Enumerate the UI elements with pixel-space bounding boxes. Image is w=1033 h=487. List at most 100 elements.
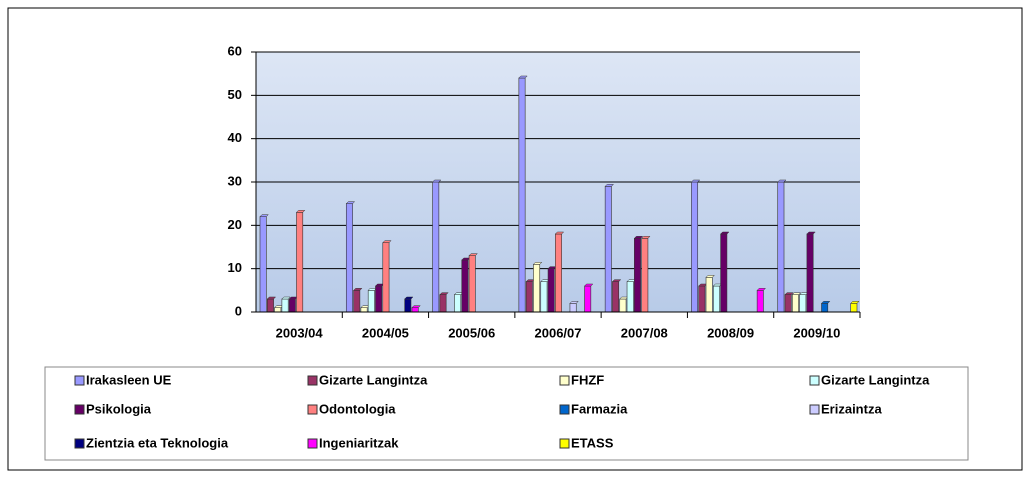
legend-label: Odontologia	[319, 401, 396, 416]
bar	[540, 281, 548, 313]
legend-label: ETASS	[571, 435, 614, 450]
bar-top	[382, 240, 392, 243]
bar-top	[518, 75, 528, 79]
bar-top	[411, 305, 421, 308]
bar	[382, 242, 390, 313]
x-tick-label: 2005/06	[448, 325, 495, 340]
bar-top	[295, 210, 306, 213]
y-tick-label: 40	[228, 130, 242, 145]
bar	[850, 303, 858, 313]
bar	[439, 294, 447, 313]
legend-swatch	[559, 375, 570, 386]
legend-label: Gizarte Langintza	[821, 372, 930, 387]
x-tick-label: 2009/10	[793, 325, 840, 340]
bar-top	[756, 288, 767, 291]
bar	[454, 294, 462, 313]
bar	[411, 307, 419, 313]
legend-swatch	[74, 438, 85, 449]
bar	[720, 233, 728, 313]
bar	[756, 290, 764, 313]
bar-top	[259, 214, 269, 217]
bar-top	[345, 201, 356, 204]
bar	[281, 298, 289, 313]
bar-top	[281, 296, 291, 300]
bar	[691, 181, 699, 313]
bar-top	[554, 231, 565, 235]
bar	[698, 285, 706, 313]
bar-top	[820, 301, 831, 304]
legend-label: Zientzia eta Teknologia	[86, 435, 229, 450]
bar	[777, 181, 785, 313]
x-tick-label: 2004/05	[362, 325, 409, 340]
bar	[806, 233, 814, 313]
bar	[604, 186, 612, 313]
legend-swatch	[809, 375, 820, 386]
bar-top	[850, 301, 860, 304]
bar	[799, 294, 807, 313]
bar	[634, 238, 641, 313]
bar	[432, 181, 440, 313]
bar	[353, 290, 361, 313]
legend-swatch	[809, 404, 820, 415]
bar-top	[690, 179, 701, 183]
bar-top	[352, 288, 363, 291]
bar	[367, 290, 375, 313]
bar	[584, 285, 592, 313]
bar-top	[431, 179, 442, 183]
legend-swatch	[559, 404, 570, 415]
legend-swatch	[559, 438, 570, 449]
bar	[792, 294, 799, 313]
bar	[296, 212, 304, 313]
legend-label: Farmazia	[571, 401, 628, 416]
bar	[288, 298, 296, 313]
bar	[569, 303, 577, 313]
x-tick-label: 2006/07	[535, 325, 582, 340]
y-tick-label: 0	[235, 303, 242, 318]
bar	[533, 264, 541, 313]
bar-top	[806, 231, 816, 235]
legend-label: Irakasleen UE	[86, 372, 172, 387]
bar	[626, 281, 634, 313]
bar-top	[705, 275, 715, 278]
bar	[468, 255, 476, 313]
bar	[705, 277, 713, 313]
bar	[518, 77, 526, 313]
bar-top	[266, 296, 277, 300]
bar-top	[777, 179, 787, 183]
bar	[641, 238, 649, 313]
x-tick-label: 2003/04	[276, 325, 324, 340]
bar	[619, 298, 627, 313]
legend-label: FHZF	[571, 372, 604, 387]
legend-label: Ingeniaritzak	[319, 435, 399, 450]
bar	[345, 203, 353, 313]
bar-top	[604, 184, 615, 187]
legend-label: Psikologia	[86, 401, 152, 416]
bar-top	[611, 279, 622, 282]
legend-swatch	[74, 404, 85, 415]
legend-swatch	[307, 375, 318, 386]
legend-swatch	[307, 404, 318, 415]
bar	[461, 259, 469, 313]
bar-top	[404, 296, 414, 300]
bar	[821, 303, 829, 313]
bar	[404, 298, 412, 313]
bar	[274, 307, 282, 313]
bar	[525, 281, 533, 313]
bar	[360, 307, 368, 313]
x-tick-label: 2007/08	[621, 325, 668, 340]
bar	[784, 294, 792, 313]
bar	[259, 216, 267, 313]
bar	[555, 233, 562, 313]
legend-label: Erizaintza	[821, 401, 882, 416]
bar-top	[439, 292, 449, 295]
y-tick-label: 10	[228, 260, 242, 275]
bar-top	[791, 292, 802, 295]
bar-top	[569, 301, 579, 304]
legend-swatch	[74, 375, 85, 386]
bar-top	[641, 236, 651, 239]
bar	[375, 285, 383, 313]
x-tick-label: 2008/09	[707, 325, 754, 340]
bar-top	[468, 253, 478, 256]
bar	[547, 268, 555, 313]
